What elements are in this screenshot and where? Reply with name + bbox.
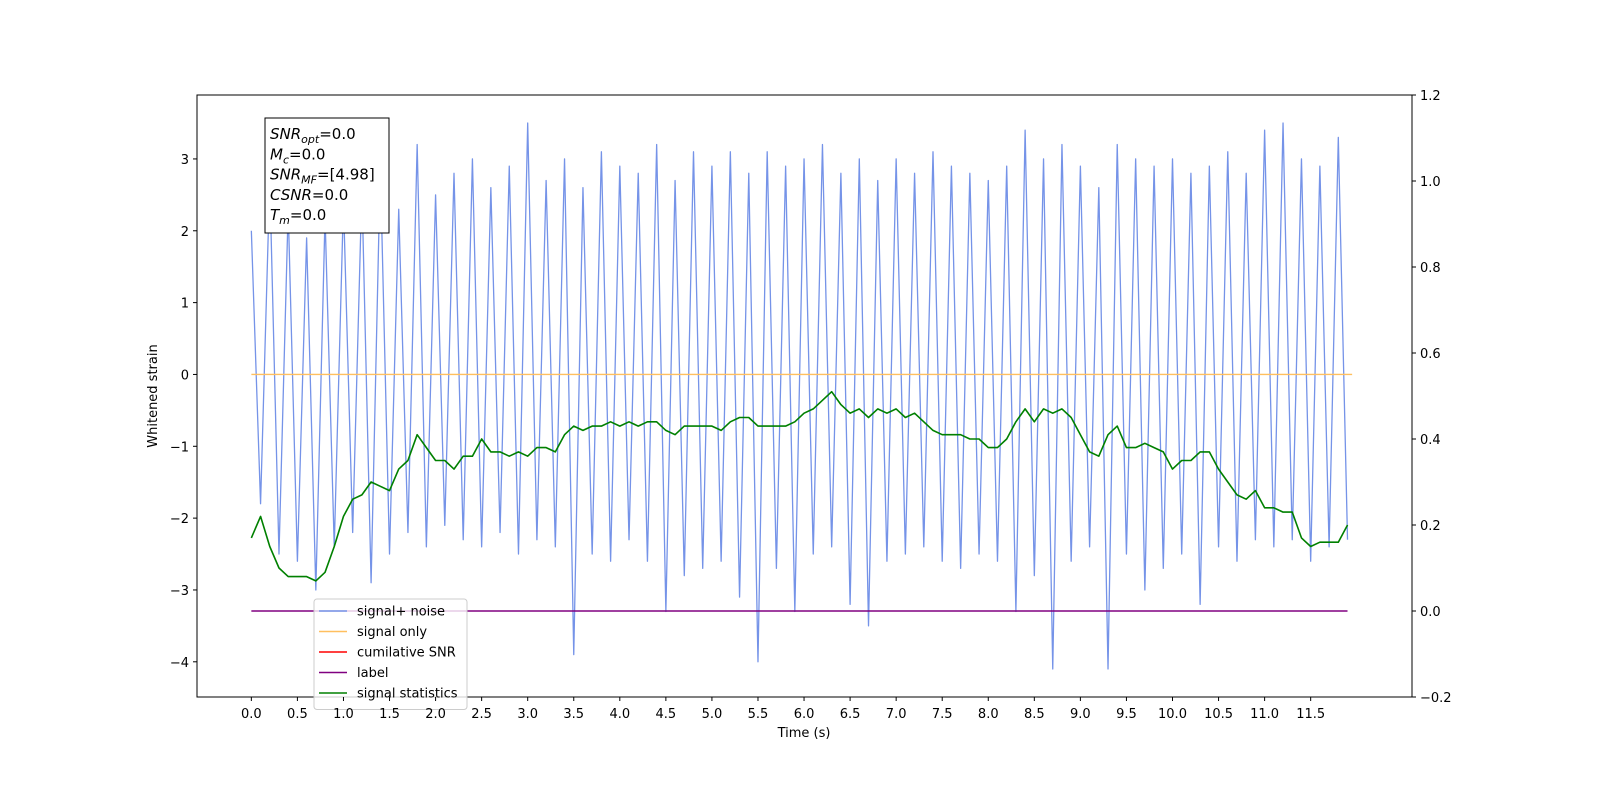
x-tick-label: 0.5 xyxy=(287,707,308,722)
series-line xyxy=(250,122,1349,670)
x-tick-label: 4.0 xyxy=(609,707,630,722)
legend: signal+ noise signal only cumilative SNR la… xyxy=(313,598,468,710)
annotation-value: =[4.98] xyxy=(317,166,375,184)
x-tick-label: 5.5 xyxy=(748,707,769,722)
x-tick-label: 7.5 xyxy=(932,707,953,722)
annotation-line: Tm=0.0 xyxy=(270,206,326,227)
x-tick-label: 5.0 xyxy=(702,707,723,722)
x-tick-label: 2.0 xyxy=(425,707,446,722)
y-tick-label: −1 xyxy=(170,440,189,455)
x-axis-label: Time (s) xyxy=(777,726,831,741)
y2-tick-label: 1.2 xyxy=(1420,89,1441,104)
annotation-value: =0.0 xyxy=(312,186,348,204)
x-tick-label: 9.5 xyxy=(1116,707,1137,722)
x-tick-label: 8.5 xyxy=(1024,707,1045,722)
x-tick-label: 9.0 xyxy=(1070,707,1091,722)
x-tick-label: 7.0 xyxy=(886,707,907,722)
legend-label: cumilative SNR xyxy=(357,646,456,661)
annotation-subscript: MF xyxy=(301,174,317,187)
x-tick-label: 8.0 xyxy=(978,707,999,722)
annotation-symbol: CSNR xyxy=(270,186,312,204)
annotation-line: SNRopt=0.0 xyxy=(270,125,356,146)
annotation-frame xyxy=(264,117,390,234)
legend-label: signal+ noise xyxy=(357,605,445,620)
y-axis-label: Whitened strain xyxy=(146,344,161,447)
y-tick-label: 0 xyxy=(181,368,189,383)
annotation-box: SNRopt=0.0Mc=0.0SNRMF=[4.98]CSNR=0.0Tm=0… xyxy=(264,117,390,234)
x-tick-label: 6.0 xyxy=(794,707,815,722)
x-tick-label: 11.5 xyxy=(1296,707,1325,722)
x-tick-label: 1.0 xyxy=(333,707,354,722)
legend-frame xyxy=(313,598,468,710)
annotation-symbol: T xyxy=(270,206,281,224)
y2-tick-label: 0.2 xyxy=(1420,519,1441,534)
annotation-value: =0.0 xyxy=(319,125,355,143)
y-tick-label: 3 xyxy=(181,153,189,168)
y-tick-label: 1 xyxy=(181,297,189,312)
annotation-subscript: c xyxy=(283,153,289,166)
x-tick-label: 4.5 xyxy=(656,707,677,722)
annotation-subscript: m xyxy=(279,214,290,227)
legend-label: label xyxy=(357,666,388,681)
annotation-symbol: SNR xyxy=(270,166,301,184)
series-line xyxy=(250,390,1349,582)
annotation-symbol: M xyxy=(270,145,283,163)
y2-tick-label: 1.0 xyxy=(1420,175,1441,190)
annotation-line: CSNR=0.0 xyxy=(270,186,348,204)
x-tick-label: 6.5 xyxy=(840,707,861,722)
y-tick-label: −4 xyxy=(170,656,189,671)
annotation-line: Mc=0.0 xyxy=(270,145,325,166)
annotation-value: =0.0 xyxy=(289,145,325,163)
x-tick-label: 10.5 xyxy=(1204,707,1233,722)
annotation-subscript: opt xyxy=(301,133,320,146)
y-tick-label: 2 xyxy=(181,225,189,240)
y2-tick-label: 0.4 xyxy=(1420,433,1441,448)
y2-tick-label: −0.2 xyxy=(1420,691,1452,706)
annotation-symbol: SNR xyxy=(270,125,301,143)
x-tick-label: 1.5 xyxy=(379,707,400,722)
annotation-value: =0.0 xyxy=(290,206,326,224)
x-tick-label: 3.0 xyxy=(517,707,538,722)
x-tick-label: 10.0 xyxy=(1158,707,1187,722)
x-tick-label: 3.5 xyxy=(563,707,584,722)
x-tick-label: 2.5 xyxy=(471,707,492,722)
legend-label: signal statistics xyxy=(357,687,458,702)
y2-tick-label: 0.6 xyxy=(1420,347,1441,362)
y2-tick-label: 0.8 xyxy=(1420,261,1441,276)
x-tick-label: 11.0 xyxy=(1250,707,1279,722)
y-tick-label: −3 xyxy=(170,584,189,599)
x-tick-label: 0.0 xyxy=(241,707,262,722)
y2-tick-label: 0.0 xyxy=(1420,605,1441,620)
annotation-line: SNRMF=[4.98] xyxy=(270,166,375,187)
y-tick-label: −2 xyxy=(170,512,189,527)
legend-label: signal only xyxy=(357,625,427,640)
